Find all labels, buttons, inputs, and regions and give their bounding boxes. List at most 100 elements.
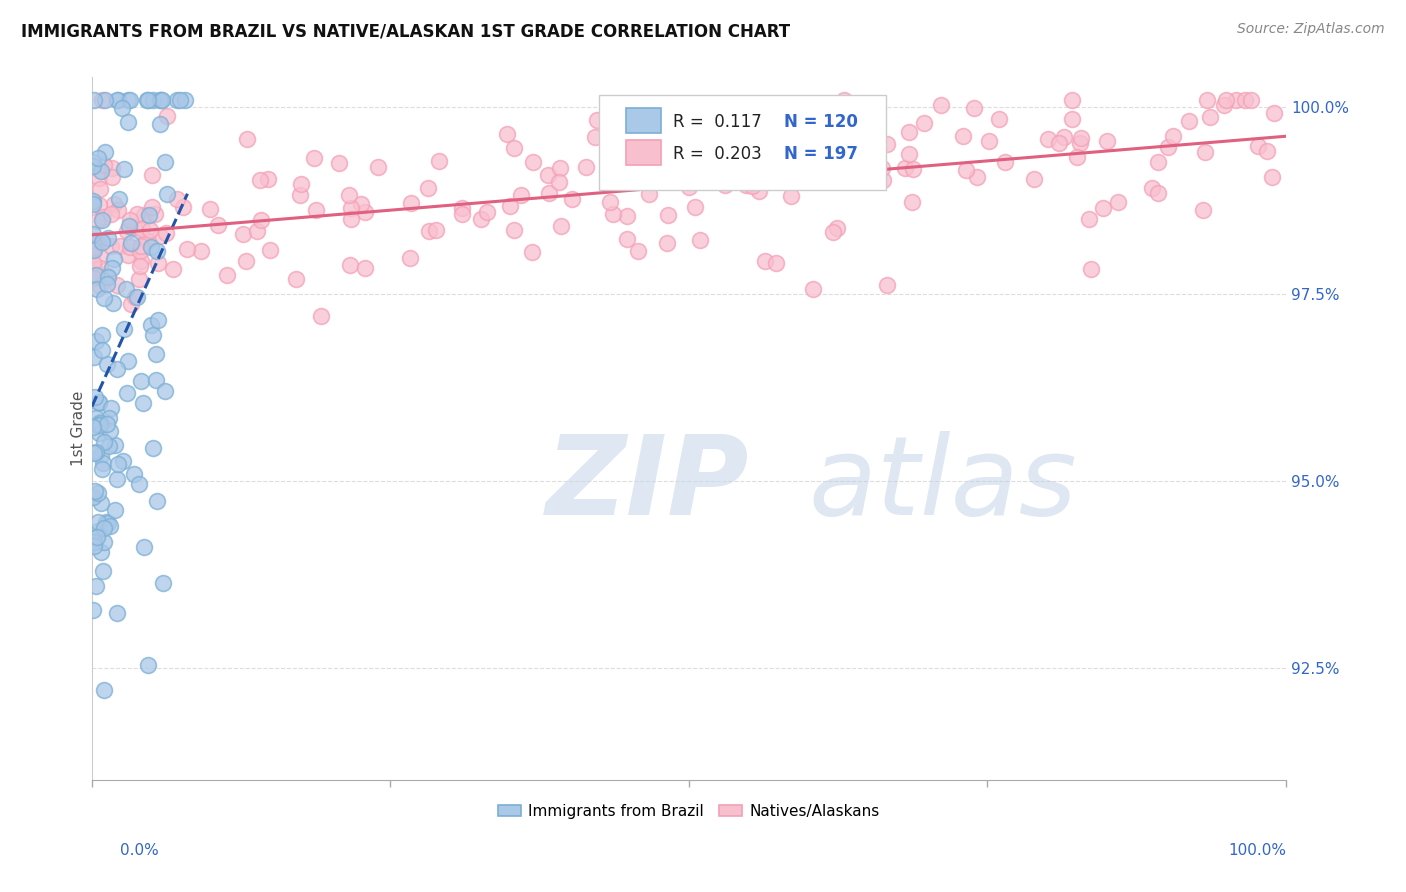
Point	[100, 207, 122, 221]
Point	[117, 354, 139, 368]
Point	[599, 169, 621, 184]
Point	[103, 296, 125, 310]
Point	[149, 93, 172, 107]
Point	[288, 188, 311, 202]
Point	[503, 141, 526, 155]
Point	[1212, 98, 1234, 112]
Point	[893, 161, 915, 176]
Point	[872, 172, 894, 186]
Point	[142, 441, 165, 455]
Point	[825, 220, 848, 235]
Point	[107, 457, 129, 471]
Point	[162, 261, 184, 276]
Point	[339, 212, 361, 227]
Point	[115, 282, 138, 296]
Point	[1256, 144, 1278, 158]
Point	[82, 194, 104, 208]
Point	[748, 184, 770, 198]
Point	[1140, 181, 1163, 195]
Point	[399, 251, 422, 265]
Text: 100.0%: 100.0%	[1229, 843, 1286, 858]
Point	[91, 213, 114, 227]
Point	[105, 472, 128, 486]
Point	[259, 243, 281, 257]
Point	[994, 154, 1017, 169]
Point	[82, 270, 104, 285]
Point	[172, 200, 194, 214]
Point	[111, 101, 134, 115]
Point	[100, 239, 122, 253]
Point	[87, 425, 110, 440]
Point	[122, 467, 145, 482]
Point	[661, 127, 683, 141]
Point	[153, 155, 176, 169]
Point	[987, 112, 1010, 126]
Point	[136, 93, 159, 107]
Point	[129, 260, 152, 274]
Point	[142, 328, 165, 343]
Point	[84, 262, 107, 277]
Point	[963, 101, 986, 115]
Point	[104, 503, 127, 517]
Point	[561, 192, 583, 206]
Point	[550, 219, 572, 233]
Point	[96, 357, 118, 371]
Point	[155, 109, 177, 123]
Point	[83, 446, 105, 460]
Point	[711, 131, 734, 145]
Point	[86, 530, 108, 544]
Point	[657, 208, 679, 222]
FancyBboxPatch shape	[599, 95, 886, 190]
Point	[145, 346, 167, 360]
Point	[136, 93, 159, 107]
Point	[647, 165, 669, 179]
Point	[135, 233, 157, 247]
Point	[1161, 129, 1184, 144]
Point	[129, 239, 152, 253]
Point	[87, 524, 110, 538]
Point	[399, 196, 422, 211]
Point	[522, 245, 544, 260]
Point	[132, 396, 155, 410]
Point	[638, 187, 661, 202]
Point	[149, 228, 172, 243]
Text: 0.0%: 0.0%	[120, 843, 159, 858]
Point	[249, 173, 271, 187]
Point	[108, 239, 131, 253]
Point	[678, 179, 700, 194]
Point	[93, 521, 115, 535]
Point	[149, 116, 172, 130]
Point	[83, 535, 105, 549]
Point	[966, 169, 988, 184]
Point	[616, 232, 638, 246]
Point	[898, 125, 921, 139]
Point	[84, 233, 107, 247]
Point	[510, 188, 533, 202]
Point	[1060, 112, 1083, 126]
Point	[112, 321, 135, 335]
Point	[1091, 201, 1114, 215]
Point	[100, 519, 122, 533]
Point	[86, 214, 108, 228]
Point	[1215, 93, 1237, 107]
Point	[94, 145, 117, 159]
Point	[97, 516, 120, 530]
Point	[82, 256, 104, 270]
Bar	[626, 140, 661, 165]
Point	[350, 197, 373, 211]
Point	[146, 494, 169, 508]
Point	[118, 93, 141, 107]
Point	[823, 226, 845, 240]
Point	[97, 270, 120, 285]
Point	[834, 93, 856, 107]
Point	[309, 310, 332, 324]
Point	[863, 152, 886, 166]
Point	[190, 244, 212, 258]
Point	[86, 282, 108, 296]
Point	[141, 318, 163, 332]
Point	[765, 255, 787, 269]
Point	[89, 261, 111, 276]
Point	[132, 208, 155, 222]
Point	[429, 153, 451, 168]
Point	[340, 201, 363, 215]
